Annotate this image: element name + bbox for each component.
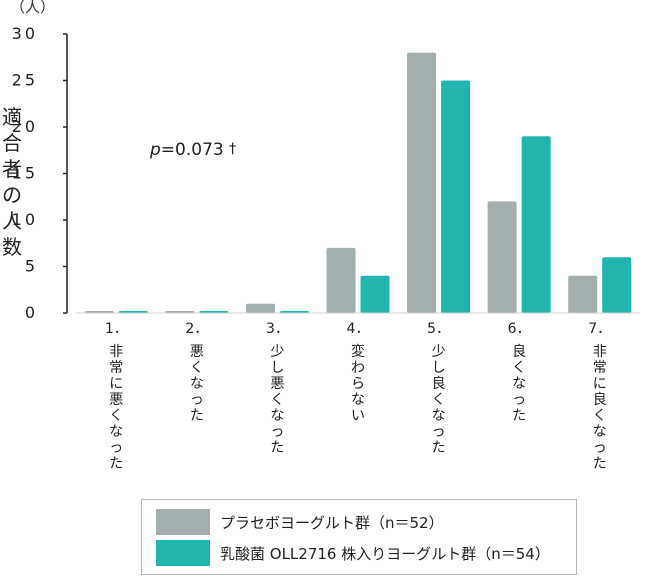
- x-tick-label-char: わ: [351, 360, 365, 376]
- x-tick-label: 7．: [588, 321, 611, 337]
- legend-item-placebo: プラセボヨーグルト群（n＝52）: [156, 509, 444, 535]
- x-tick-label: 5．: [427, 321, 450, 337]
- x-tick-label-char: た: [593, 456, 607, 472]
- bar-lactobacillus: [441, 80, 471, 313]
- x-tick-label-char: っ: [432, 424, 446, 440]
- legend-label-lactobacillus: 乳酸菌 OLL2716 株入りヨーグルト群（n＝54）: [220, 544, 550, 563]
- y-tick-label: 15: [12, 164, 38, 183]
- dagger-mark: †: [229, 141, 237, 157]
- bar-placebo: [407, 52, 437, 313]
- x-tick-label-char: な: [190, 376, 204, 392]
- bar-lactobacillus: [360, 275, 390, 313]
- x-tick-label-char: い: [351, 408, 365, 424]
- bar-placebo: [487, 201, 517, 313]
- x-tick-label-char: た: [190, 408, 204, 424]
- x-tick-label: 1．: [105, 321, 128, 337]
- bar-placebo: [245, 303, 275, 313]
- x-tick-label-char: し: [270, 360, 284, 376]
- legend-item-lactobacillus: 乳酸菌 OLL2716 株入りヨーグルト群（n＝54）: [156, 540, 550, 566]
- x-tick-label-char: く: [270, 392, 284, 408]
- p-value: =0.073: [160, 140, 224, 160]
- x-tick-label-char: 良: [512, 344, 526, 360]
- legend-swatch-placebo: [156, 509, 210, 535]
- x-tick-label-char: な: [593, 424, 607, 440]
- bar-placebo: [326, 247, 356, 313]
- x-tick-label-char: な: [432, 408, 446, 424]
- x-tick-label-char: に: [593, 376, 607, 392]
- x-tick-label-char: 少: [270, 344, 284, 360]
- x-tick-label-char: く: [190, 360, 204, 376]
- x-tick-label-char: 常: [109, 360, 123, 376]
- y-tick-label: 5: [25, 257, 38, 276]
- y-tick-label: 10: [12, 210, 38, 229]
- x-tick-label-char: く: [593, 408, 607, 424]
- y-axis-unit: （人）: [10, 0, 56, 16]
- x-tick-label-char: な: [351, 392, 365, 408]
- x-tick-label-char: っ: [109, 440, 123, 456]
- legend-label-placebo: プラセボヨーグルト群（n＝52）: [220, 513, 444, 532]
- x-tick-label-char: に: [109, 376, 123, 392]
- x-tick-label-char: っ: [190, 392, 204, 408]
- x-tick-label: 4．: [347, 321, 370, 337]
- x-tick-label-char: ら: [351, 376, 365, 392]
- x-tick-label-char: た: [270, 440, 284, 456]
- x-tick-label-char: 非: [109, 344, 123, 360]
- x-tick-label-char: な: [270, 408, 284, 424]
- x-tick-label-char: く: [109, 408, 123, 424]
- y-tick-label: 20: [12, 117, 38, 136]
- x-tick-label: 2．: [185, 321, 208, 337]
- x-tick-label: 3．: [266, 321, 289, 337]
- bar-lactobacillus: [521, 136, 551, 313]
- y-axis-label: 適合者の人数: [2, 105, 22, 259]
- x-tick-label-char: た: [432, 440, 446, 456]
- x-tick-label-char: な: [109, 424, 123, 440]
- x-tick-label-char: 常: [593, 360, 607, 376]
- x-tick-label-char: た: [109, 456, 123, 472]
- x-tick-label: 6．: [508, 321, 531, 337]
- y-tick-label: 0: [25, 303, 38, 322]
- x-tick-label-char: 良: [432, 376, 446, 392]
- x-tick-label-char: 非: [593, 344, 607, 360]
- x-tick-label-char: っ: [512, 392, 526, 408]
- x-tick-label-char: 変: [351, 343, 365, 360]
- y-tick-label: 30: [12, 24, 38, 43]
- x-tick-label-char: 悪: [190, 344, 204, 360]
- legend: プラセボヨーグルト群（n＝52） 乳酸菌 OLL2716 株入りヨーグルト群（n…: [141, 499, 577, 575]
- x-tick-label-char: 少: [432, 344, 446, 360]
- x-tick-label-char: し: [432, 360, 446, 376]
- x-tick-label-char: た: [512, 408, 526, 424]
- x-tick-label-char: 悪: [109, 392, 123, 408]
- x-tick-label-char: な: [512, 376, 526, 392]
- x-tick-label-char: 悪: [270, 376, 284, 392]
- x-tick-label-char: く: [512, 360, 526, 376]
- x-tick-label-char: く: [432, 392, 446, 408]
- bar-lactobacillus: [602, 257, 632, 313]
- bar-placebo: [568, 275, 598, 313]
- y-tick-label: 25: [12, 71, 38, 90]
- p-symbol: p: [150, 140, 161, 160]
- x-tick-label-char: っ: [270, 424, 284, 440]
- legend-swatch-lactobacillus: [156, 540, 210, 566]
- p-value-annotation: p=0.073 †: [150, 140, 236, 160]
- x-tick-label-char: 良: [593, 392, 607, 408]
- x-tick-label-char: っ: [593, 440, 607, 456]
- bar-chart: 0510152025301．非常に悪くなった2．悪くなった3．少し悪くなった4．…: [12, 24, 640, 472]
